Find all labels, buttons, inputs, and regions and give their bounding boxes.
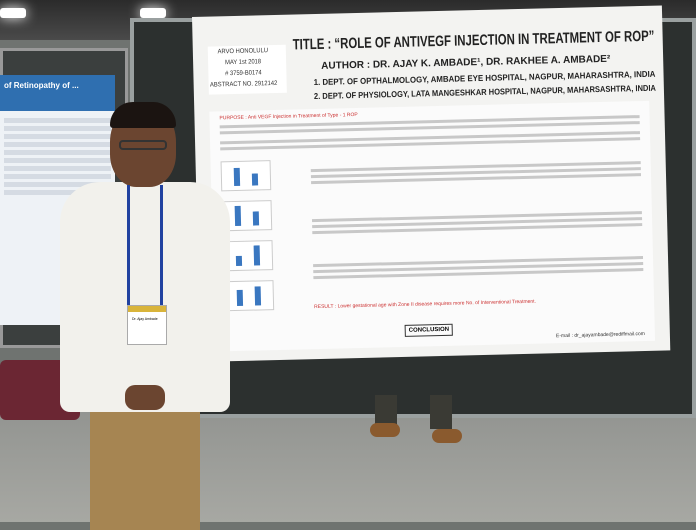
lanyard bbox=[127, 185, 163, 315]
poster-purpose: PURPOSE : Anti VEGF Injection in Treatme… bbox=[219, 111, 358, 122]
badge-line: ABSTRACT NO. 2912142 bbox=[209, 79, 278, 89]
person-legs-behind-board bbox=[370, 395, 480, 445]
poster: ARVO HONOLULU MAY 1st 2018 # 3759-B0174 … bbox=[192, 5, 671, 362]
poster-email: E-mail : dr_ajayambade@rediffmail.com bbox=[555, 331, 645, 340]
name-badge: Dr. Ajay Ambade bbox=[127, 305, 167, 345]
poster-result: RESULT : Lower gestational age with Zone… bbox=[314, 298, 537, 311]
left-poster-title: of Retinopathy of ... bbox=[0, 75, 115, 111]
presenter: Dr. Ajay Ambade bbox=[55, 100, 235, 530]
poster-conclusion: CONCLUSION bbox=[404, 323, 454, 337]
ceiling-light bbox=[140, 8, 166, 18]
ceiling-light bbox=[0, 8, 26, 18]
badge-name: Dr. Ajay Ambade bbox=[132, 316, 158, 321]
poster-badge: ARVO HONOLULU MAY 1st 2018 # 3759-B0174 … bbox=[207, 44, 287, 95]
glasses bbox=[119, 140, 167, 150]
poster-content: PURPOSE : Anti VEGF Injection in Treatme… bbox=[209, 100, 656, 352]
poster-title: TITLE : “ROLE OF ANTIVEGF INJECTION IN T… bbox=[292, 27, 655, 54]
